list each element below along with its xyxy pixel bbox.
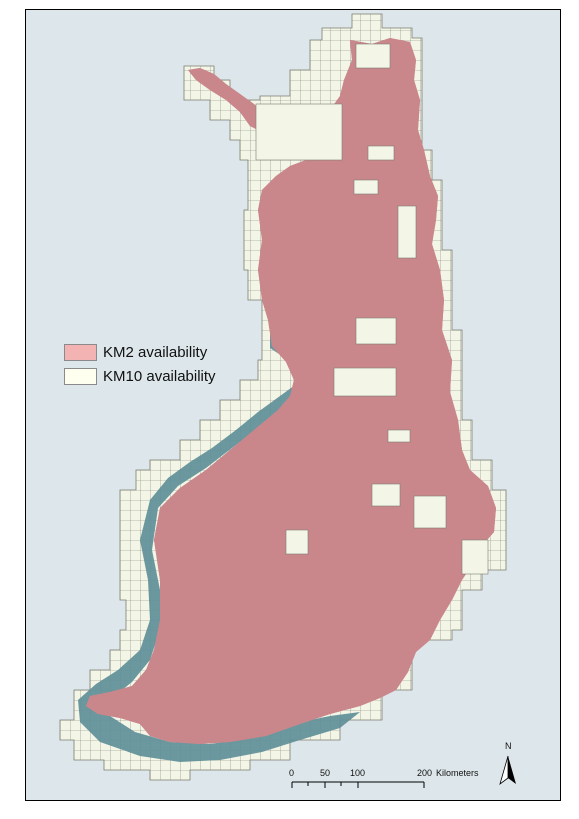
coastal-band-layer — [78, 330, 360, 762]
scale-tick-label: 200 — [417, 768, 433, 778]
km10-gap — [255, 103, 343, 161]
scale-tick-label: 100 — [350, 768, 366, 778]
legend-label: KM10 availability — [103, 367, 216, 385]
scale-tick-label: 0 — [289, 768, 295, 778]
scale-bar — [291, 781, 425, 788]
legend-label: KM2 availability — [103, 343, 208, 361]
km10-swatch — [64, 367, 97, 385]
km10-gap — [355, 43, 391, 69]
scale-unit-label: Kilometers — [436, 768, 479, 778]
legend-item-km2: KM2 availability — [64, 340, 216, 364]
km10-gap — [397, 205, 417, 259]
km10-gap — [353, 179, 379, 195]
km10-gap — [285, 529, 309, 555]
km10-gap — [387, 429, 411, 443]
km10-gap — [413, 495, 447, 529]
scale-tick-label: 50 — [320, 768, 331, 778]
km10-gap — [333, 367, 397, 397]
legend-item-km10: KM10 availability — [64, 364, 216, 388]
km10-gaps — [255, 43, 489, 575]
coastal-band — [78, 330, 360, 762]
km10-gap — [367, 145, 395, 161]
north-arrow-icon — [499, 755, 516, 786]
km10-gap — [461, 539, 489, 575]
map-legend: KM2 availability KM10 availability — [64, 340, 216, 388]
km2-swatch — [64, 343, 97, 361]
km2-coverage-layer — [86, 38, 496, 744]
km10-gap — [371, 483, 401, 507]
km10-gap — [355, 317, 397, 345]
north-label: N — [505, 741, 512, 751]
